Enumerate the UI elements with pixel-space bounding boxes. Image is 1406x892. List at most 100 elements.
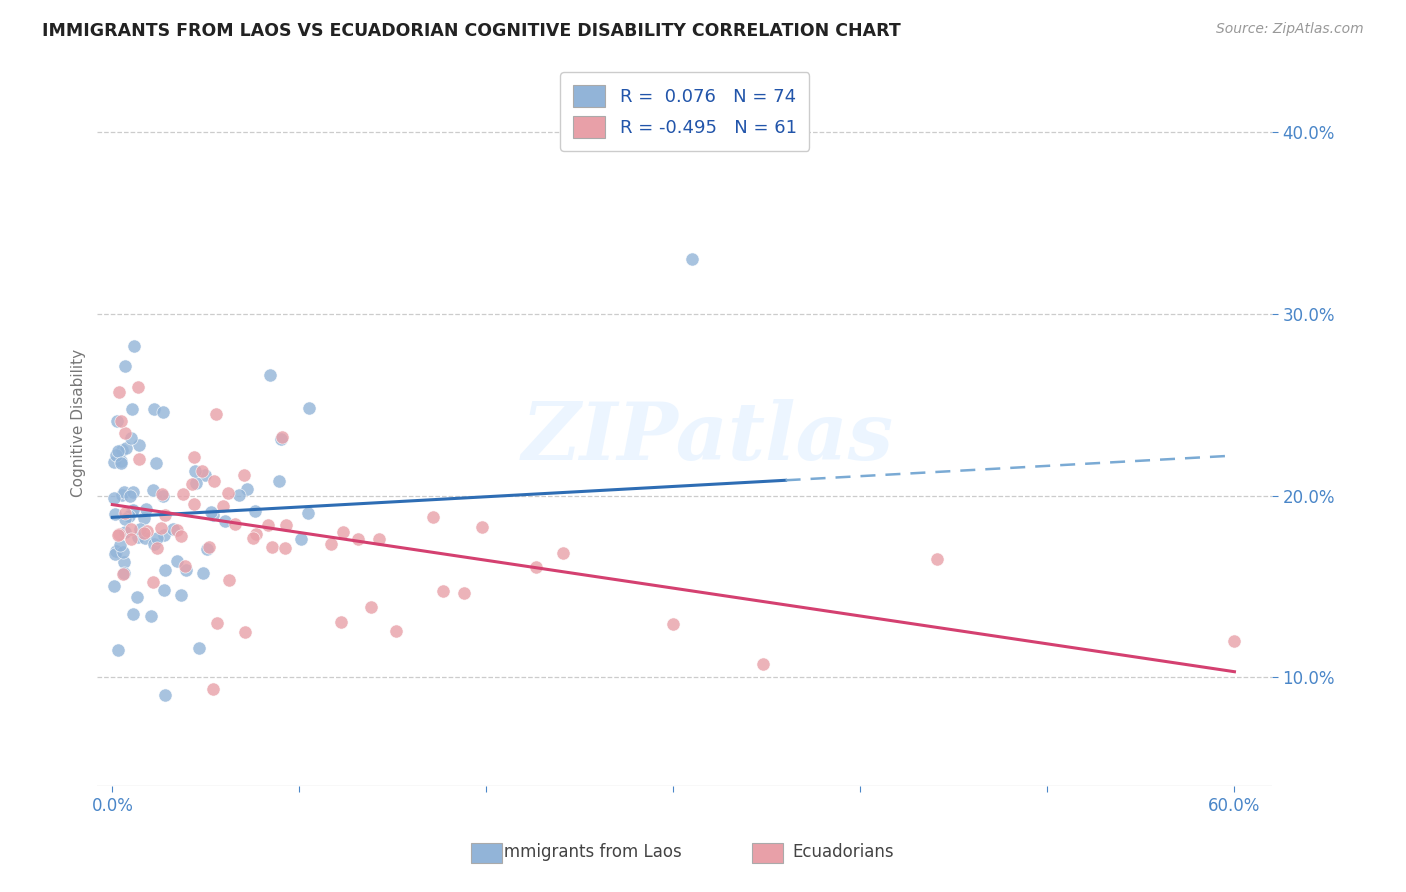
Point bbox=[245, 504, 267, 518]
Point bbox=[274, 541, 297, 556]
Point bbox=[368, 532, 391, 546]
Point bbox=[120, 532, 142, 546]
Point bbox=[194, 467, 217, 482]
Point bbox=[111, 545, 134, 559]
Point bbox=[332, 524, 354, 539]
Point bbox=[551, 545, 574, 559]
Point bbox=[108, 384, 131, 399]
Point bbox=[274, 517, 297, 532]
Point bbox=[228, 488, 250, 502]
Point bbox=[135, 524, 157, 538]
Point bbox=[269, 474, 291, 488]
Point bbox=[108, 527, 131, 541]
Point bbox=[110, 456, 132, 470]
Point bbox=[212, 500, 235, 514]
Point bbox=[135, 502, 157, 516]
Point bbox=[114, 441, 136, 455]
Point bbox=[166, 554, 188, 568]
Point bbox=[290, 532, 312, 546]
Point bbox=[202, 474, 225, 488]
Point bbox=[114, 512, 136, 526]
Point bbox=[139, 609, 162, 624]
Point bbox=[422, 510, 444, 524]
Point bbox=[191, 464, 214, 478]
Point bbox=[120, 431, 142, 445]
Point bbox=[173, 558, 195, 573]
Y-axis label: Cognitive Disability: Cognitive Disability bbox=[72, 349, 86, 497]
Point bbox=[103, 455, 125, 469]
Point bbox=[218, 573, 240, 587]
Point bbox=[110, 454, 132, 468]
Point bbox=[128, 452, 150, 467]
Point bbox=[925, 552, 948, 566]
Point bbox=[110, 414, 132, 428]
Point bbox=[145, 531, 167, 545]
Point bbox=[298, 401, 321, 415]
Point bbox=[103, 491, 125, 505]
Point bbox=[114, 525, 136, 540]
Point bbox=[114, 506, 136, 520]
Point bbox=[114, 425, 136, 440]
Point bbox=[1223, 634, 1246, 648]
Point bbox=[233, 625, 256, 640]
Point bbox=[184, 464, 207, 478]
Point bbox=[121, 503, 143, 517]
Point bbox=[153, 583, 176, 598]
Point bbox=[134, 526, 156, 541]
Point bbox=[112, 567, 135, 582]
Point bbox=[152, 489, 174, 503]
Point bbox=[170, 529, 193, 543]
Point bbox=[224, 516, 246, 531]
Point bbox=[112, 555, 135, 569]
Point bbox=[104, 544, 127, 558]
Point bbox=[112, 485, 135, 500]
Point bbox=[172, 487, 194, 501]
Point bbox=[661, 616, 683, 631]
Point bbox=[108, 538, 131, 552]
Text: IMMIGRANTS FROM LAOS VS ECUADORIAN COGNITIVE DISABILITY CORRELATION CHART: IMMIGRANTS FROM LAOS VS ECUADORIAN COGNI… bbox=[42, 22, 901, 40]
Point bbox=[142, 537, 165, 551]
Point bbox=[105, 448, 128, 462]
Text: Ecuadorians: Ecuadorians bbox=[793, 843, 894, 861]
Point bbox=[198, 540, 221, 554]
Legend: R =  0.076   N = 74, R = -0.495   N = 61: R = 0.076 N = 74, R = -0.495 N = 61 bbox=[560, 72, 810, 151]
Point bbox=[524, 560, 547, 574]
Point bbox=[270, 433, 292, 447]
Point bbox=[752, 657, 775, 671]
Point bbox=[184, 476, 207, 491]
Point bbox=[193, 566, 215, 581]
Point bbox=[127, 379, 149, 393]
Point bbox=[181, 477, 204, 491]
Point bbox=[112, 566, 135, 580]
Point bbox=[187, 640, 209, 655]
Point bbox=[125, 590, 148, 604]
Point bbox=[107, 528, 129, 542]
Point bbox=[256, 518, 278, 533]
Point bbox=[245, 527, 267, 541]
Point bbox=[217, 486, 239, 500]
Point bbox=[142, 574, 165, 589]
Point bbox=[121, 401, 143, 416]
Text: Immigrants from Laos: Immigrants from Laos bbox=[499, 843, 682, 861]
Point bbox=[242, 531, 264, 545]
Point bbox=[453, 586, 475, 600]
Point bbox=[107, 444, 129, 458]
Point bbox=[321, 537, 343, 551]
Point bbox=[233, 468, 256, 483]
Point bbox=[195, 542, 218, 557]
Point bbox=[132, 511, 155, 525]
Point bbox=[155, 688, 177, 702]
Point bbox=[236, 482, 259, 496]
Point bbox=[107, 643, 129, 657]
Point bbox=[166, 523, 188, 537]
Point bbox=[104, 507, 127, 521]
Point bbox=[183, 450, 205, 464]
Text: Source: ZipAtlas.com: Source: ZipAtlas.com bbox=[1216, 22, 1364, 37]
Point bbox=[183, 497, 205, 511]
Point bbox=[152, 487, 174, 501]
Point bbox=[145, 541, 167, 555]
Point bbox=[121, 503, 143, 517]
Point bbox=[105, 414, 128, 428]
Point bbox=[143, 401, 166, 416]
Point bbox=[297, 506, 319, 520]
